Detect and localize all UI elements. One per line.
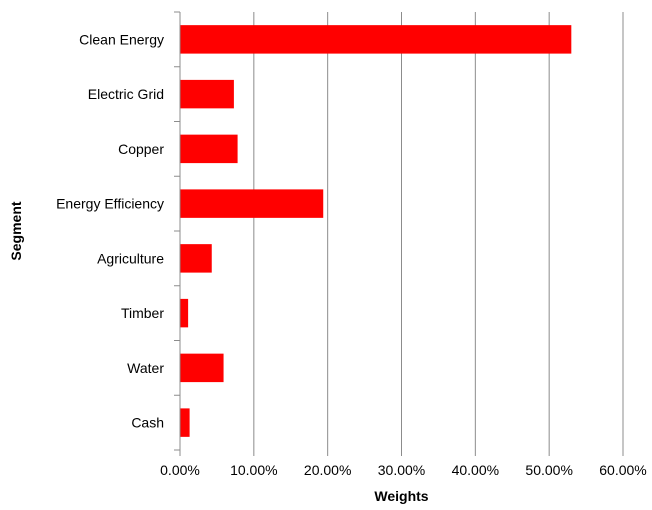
bar: [180, 134, 238, 164]
y-axis-title: Segment: [8, 201, 24, 260]
category-labels: Clean Energy Electric Grid Copper Energy Ef…: [56, 31, 164, 430]
category-label: Electric Grid: [88, 86, 164, 102]
x-tick-label: 50.00%: [525, 462, 572, 478]
category-label: Clean Energy: [79, 31, 164, 47]
category-label: Cash: [131, 415, 164, 431]
x-tick-label: 30.00%: [378, 462, 425, 478]
category-label: Timber: [121, 305, 164, 321]
x-tick-label: 0.00%: [160, 462, 200, 478]
bar: [180, 79, 234, 109]
bar: [180, 353, 224, 383]
x-tick-labels: 0.00% 10.00% 20.00% 30.00% 40.00% 50.00% 60.00…: [160, 462, 647, 478]
bar: [180, 408, 190, 437]
axes: [174, 11, 624, 456]
bar: [180, 25, 572, 54]
category-label: Energy Efficiency: [56, 196, 164, 212]
bar: [180, 298, 189, 328]
bar: [180, 244, 212, 273]
x-tick-label: 40.00%: [452, 462, 499, 478]
x-axis-title: Weights: [374, 488, 428, 504]
category-label: Copper: [118, 141, 164, 157]
category-label: Agriculture: [97, 250, 164, 266]
gridlines: [253, 12, 624, 450]
x-tick-label: 10.00%: [230, 462, 277, 478]
x-tick-label: 60.00%: [599, 462, 646, 478]
bar: [180, 189, 324, 218]
category-label: Water: [127, 360, 164, 376]
x-tick-label: 20.00%: [304, 462, 351, 478]
bars: [180, 25, 572, 437]
